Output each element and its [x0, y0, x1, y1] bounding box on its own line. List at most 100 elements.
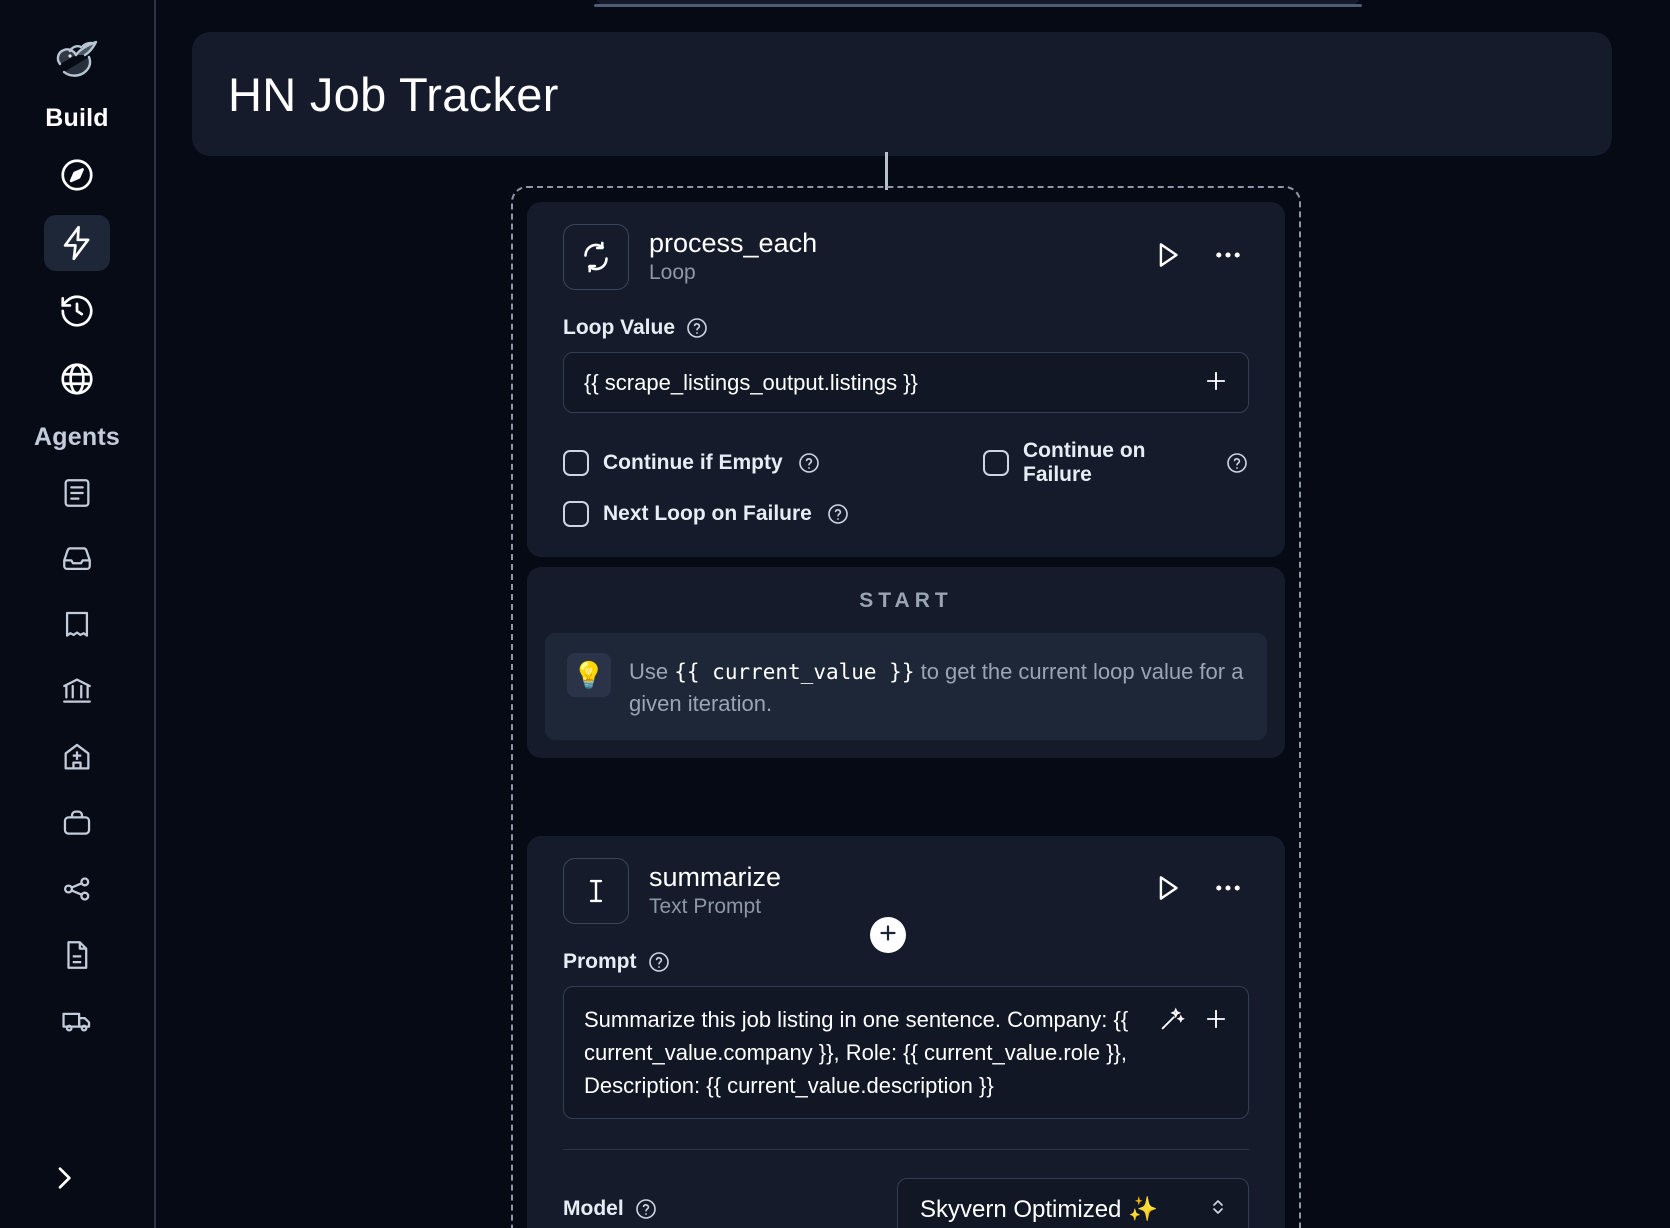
add-block-button[interactable]: [870, 917, 906, 953]
model-select-value: Skyvern Optimized ✨: [920, 1195, 1158, 1223]
block-process-each[interactable]: process_each Loop: [527, 202, 1285, 557]
sidebar-item-share[interactable]: [44, 866, 110, 912]
model-label: Model: [563, 1197, 624, 1221]
block-title: summarize: [649, 862, 782, 893]
loop-tip-text: Use {{ current_value }} to get the curre…: [629, 653, 1245, 720]
loop-value-input[interactable]: {{ scrape_listings_output.listings }}: [563, 352, 1249, 413]
block-header: summarize Text Prompt: [563, 857, 1249, 924]
checkbox-label: Continue on Failure: [1023, 439, 1146, 486]
sidebar-expand-button[interactable]: [44, 1160, 84, 1200]
ellipsis-icon[interactable]: [1211, 238, 1245, 277]
block-title-group: summarize Text Prompt: [649, 862, 1131, 919]
sidebar-section-agents: Agents: [34, 423, 120, 451]
connector-line-top: [885, 152, 888, 190]
tip-code: {{ current_value }}: [674, 660, 915, 684]
block-title: process_each: [649, 228, 818, 259]
lightbulb-icon: 💡: [567, 653, 611, 697]
model-row: Model Skyvern Optimized ✨: [563, 1178, 1249, 1228]
sidebar-item-inbox[interactable]: [44, 536, 110, 582]
globe-icon: [58, 360, 96, 398]
question-circle-icon[interactable]: [797, 451, 821, 475]
model-select[interactable]: Skyvern Optimized ✨: [897, 1178, 1249, 1228]
loop-value-text: {{ scrape_listings_output.listings }}: [584, 370, 918, 395]
previous-block-divider: [594, 4, 1362, 7]
checkbox-label: Next Loop on Failure: [603, 502, 812, 525]
sidebar: Build: [0, 0, 156, 1228]
question-circle-icon[interactable]: [826, 502, 850, 526]
text-cursor-icon: [563, 857, 629, 924]
bank-icon: [60, 674, 94, 708]
prompt-label-row: Prompt: [563, 950, 1249, 974]
question-circle-icon[interactable]: [634, 1197, 658, 1221]
prompt-input[interactable]: Summarize this job listing in one senten…: [563, 985, 1249, 1119]
plus-icon[interactable]: [1202, 1005, 1230, 1038]
sidebar-item-hospital[interactable]: [44, 734, 110, 780]
workflow-title-bar[interactable]: HN Job Tracker: [192, 32, 1612, 156]
sidebar-item-receipt[interactable]: [44, 602, 110, 648]
sidebar-item-history[interactable]: [44, 283, 110, 339]
briefcase-icon: [60, 806, 94, 840]
loop-value-tools: [1202, 365, 1230, 400]
checkbox-box[interactable]: [563, 501, 589, 527]
checkbox-continue-if-empty[interactable]: Continue if Empty: [563, 439, 983, 487]
start-label: START: [859, 589, 953, 612]
history-clock-icon: [58, 292, 96, 330]
play-icon[interactable]: [1151, 871, 1185, 910]
block-header: process_each Loop: [563, 224, 1249, 290]
plus-icon: [876, 921, 900, 950]
checkbox-label: Continue if Empty: [603, 451, 783, 474]
page-title: HN Job Tracker: [228, 67, 559, 121]
prompt-tools: [1158, 1003, 1230, 1038]
sidebar-item-document-list[interactable]: [44, 470, 110, 516]
chevron-right-icon: [48, 1162, 80, 1199]
inbox-icon: [60, 542, 94, 576]
tip-prefix: Use: [629, 659, 675, 684]
document-list-icon: [60, 476, 94, 510]
share-nodes-icon: [60, 872, 94, 906]
checkbox-continue-on-failure[interactable]: Continue on Failure: [983, 439, 1249, 487]
block-loop-start: START 💡 Use {{ current_value }} to get t…: [527, 567, 1285, 758]
loop-value-label: Loop Value: [563, 316, 676, 339]
prompt-text: Summarize this job listing in one senten…: [584, 1006, 1129, 1098]
checkbox-box[interactable]: [563, 450, 589, 476]
block-title-group: process_each Loop: [649, 228, 1131, 285]
loop-container: process_each Loop: [511, 186, 1301, 1228]
loop-refresh-icon: [563, 224, 629, 290]
block-actions: [1151, 871, 1249, 910]
sidebar-item-file-text[interactable]: [44, 932, 110, 978]
magic-wand-icon[interactable]: [1158, 1005, 1186, 1038]
sidebar-item-discover[interactable]: [44, 147, 110, 203]
section-divider: [563, 1148, 1249, 1151]
sidebar-item-bank[interactable]: [44, 668, 110, 714]
previous-block-partial[interactable]: [594, 0, 1362, 6]
ellipsis-icon[interactable]: [1211, 871, 1245, 910]
question-circle-icon[interactable]: [685, 316, 709, 340]
sidebar-item-workflows[interactable]: [44, 215, 110, 271]
file-text-icon: [60, 938, 94, 972]
model-label-row: Model: [563, 1197, 658, 1221]
sidebar-item-truck[interactable]: [44, 998, 110, 1044]
question-circle-icon[interactable]: [647, 950, 671, 974]
truck-icon: [60, 1004, 94, 1038]
sidebar-item-browser[interactable]: [44, 351, 110, 407]
checkbox-next-loop-on-failure[interactable]: Next Loop on Failure: [563, 501, 983, 527]
block-subtitle: Loop: [649, 261, 696, 285]
checkbox-box[interactable]: [983, 450, 1009, 476]
bookmark-receipt-icon: [60, 608, 94, 642]
block-summarize[interactable]: summarize Text Prompt: [527, 835, 1285, 1228]
compass-icon: [58, 156, 96, 194]
block-subtitle: Text Prompt: [649, 895, 762, 919]
prompt-label: Prompt: [563, 949, 637, 973]
block-actions: [1151, 238, 1249, 277]
dragon-logo-icon[interactable]: [40, 20, 114, 94]
loop-options: Continue if Empty Continue on Failure: [563, 439, 1249, 527]
loop-tip-box: 💡 Use {{ current_value }} to get the cur…: [545, 633, 1267, 740]
workflow-canvas[interactable]: HN Job Tracker process_each: [156, 0, 1670, 1228]
plus-icon[interactable]: [1202, 367, 1230, 400]
play-icon[interactable]: [1151, 238, 1185, 277]
question-circle-icon[interactable]: [1225, 451, 1249, 475]
chevron-up-down-icon: [1206, 1195, 1230, 1224]
sidebar-item-briefcase[interactable]: [44, 800, 110, 846]
hospital-icon: [60, 740, 94, 774]
